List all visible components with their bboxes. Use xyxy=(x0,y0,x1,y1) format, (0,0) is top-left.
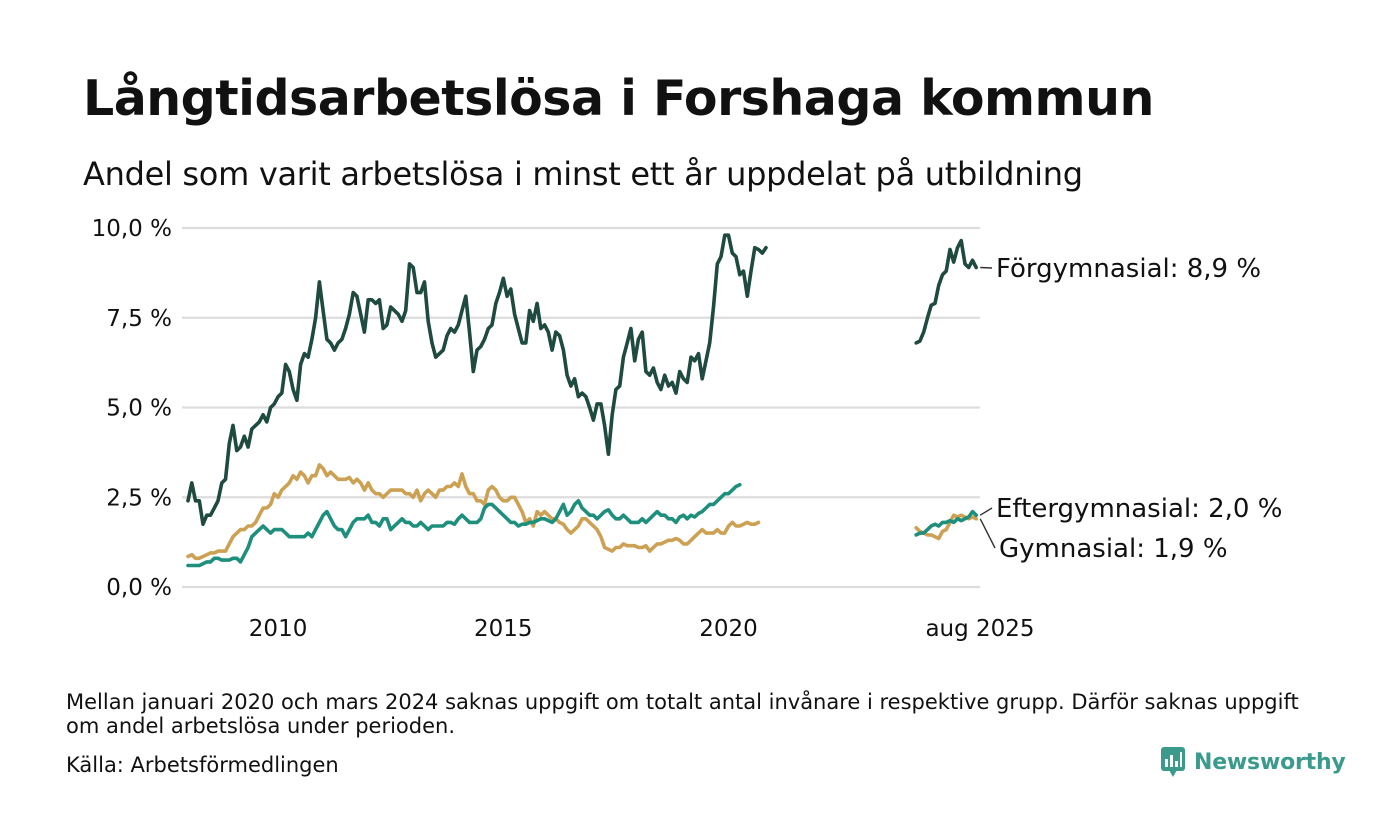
y-gridlines xyxy=(182,226,980,589)
y-tick-label-2: 5,0 % xyxy=(106,396,172,422)
footnote: Mellan januari 2020 och mars 2024 saknas… xyxy=(66,690,1299,738)
series-lines xyxy=(186,233,979,568)
end-label-leader-1 xyxy=(979,507,993,516)
y-axis-tick-labels: 0,0 % 2,5 % 5,0 % 7,5 % 10,0 % xyxy=(92,216,172,601)
y-tick-label-0: 0,0 % xyxy=(106,575,172,601)
end-label-eftergymnasial: Eftergymnasial: 2,0 % xyxy=(996,494,1282,524)
series-line-eftergymnasial-segment-0 xyxy=(186,482,742,568)
x-axis-tick-labels: 2010 2015 2020 aug 2025 xyxy=(249,616,1035,642)
chart-subtitle: Andel som varit arbetslösa i minst ett å… xyxy=(83,155,1083,193)
source-note: Källa: Arbetsförmedlingen xyxy=(66,753,339,777)
x-tick-label-3: aug 2025 xyxy=(925,616,1034,642)
brand-name: Newsworthy xyxy=(1194,749,1346,775)
end-label-leader-2 xyxy=(979,518,996,549)
chart-title: Långtidsarbetslösa i Forshaga kommun xyxy=(83,70,1154,127)
end-labels: Förgymnasial: 8,9 % Eftergymnasial: 2,0 %… xyxy=(979,254,1282,564)
line-chart: 0,0 % 2,5 % 5,0 % 7,5 % 10,0 % 2010 2015 2020 a… xyxy=(92,216,1283,642)
newsworthy-logo-icon xyxy=(1161,747,1185,777)
y-tick-label-4: 10,0 % xyxy=(92,216,172,242)
end-label-leader-0 xyxy=(980,266,993,269)
end-label-förgymnasial: Förgymnasial: 8,9 % xyxy=(996,254,1261,284)
series-line-förgymnasial-segment-1 xyxy=(914,238,979,345)
x-tick-label-0: 2010 xyxy=(249,616,308,642)
end-label-gymnasial: Gymnasial: 1,9 % xyxy=(999,534,1228,564)
x-tick-label-1: 2015 xyxy=(474,616,533,642)
series-line-eftergymnasial-segment-1 xyxy=(914,509,979,537)
series-line-gymnasial-segment-0 xyxy=(186,463,761,561)
brand-logo: Newsworthy xyxy=(1160,746,1346,778)
series-line-förgymnasial-segment-0 xyxy=(186,233,768,527)
y-tick-label-1: 2,5 % xyxy=(106,485,172,511)
x-tick-label-2: 2020 xyxy=(699,616,758,642)
y-tick-label-3: 7,5 % xyxy=(106,306,172,332)
